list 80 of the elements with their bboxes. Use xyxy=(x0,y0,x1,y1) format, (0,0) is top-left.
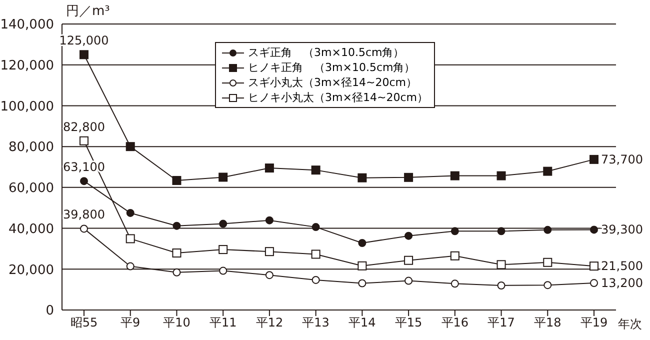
point xyxy=(80,224,88,233)
point xyxy=(264,247,274,256)
point xyxy=(264,164,274,173)
point xyxy=(450,280,459,288)
y-axis-title: 円／m³ xyxy=(66,3,110,20)
x-tick-label: 平15 xyxy=(394,316,422,330)
point xyxy=(311,250,320,259)
y-tick-label: 140,000 xyxy=(0,18,54,33)
y-tick-label: 20,000 xyxy=(8,262,54,278)
data-label: 39,800 xyxy=(63,208,105,222)
point xyxy=(358,261,367,270)
data-label: 13,200 xyxy=(601,276,643,290)
x-tick-label: 平17 xyxy=(488,316,515,330)
point xyxy=(265,216,274,224)
legend-label: ヒノキ小丸太（3m×径14~20cm） xyxy=(248,90,428,105)
point xyxy=(404,232,413,240)
point xyxy=(590,154,598,164)
point xyxy=(172,268,181,276)
point xyxy=(450,171,460,180)
x-tick-label: 平14 xyxy=(348,316,376,330)
point xyxy=(172,176,182,185)
point xyxy=(219,266,228,275)
point xyxy=(358,279,366,288)
data-label: 82,800 xyxy=(63,120,105,134)
point xyxy=(404,256,414,265)
x-tick-label: 平16 xyxy=(441,316,469,330)
legend-label: ヒノキ正角 （3m×10.5cm角） xyxy=(248,60,416,75)
point xyxy=(358,238,366,247)
data-label: 73,700 xyxy=(601,152,643,166)
x-tick-label: 平11 xyxy=(209,316,237,330)
x-tick-label: 平9 xyxy=(120,316,140,330)
point xyxy=(126,234,135,244)
point xyxy=(497,281,506,290)
point xyxy=(126,262,134,270)
x-tick-label: 平10 xyxy=(163,316,190,330)
point xyxy=(80,136,88,146)
y-tick-label: 120,000 xyxy=(0,58,54,74)
point xyxy=(80,50,88,60)
point xyxy=(218,172,228,182)
point xyxy=(497,227,506,236)
point xyxy=(358,173,367,182)
point xyxy=(172,248,182,258)
x-tick-label: 平19 xyxy=(580,316,608,330)
point xyxy=(450,227,459,236)
point xyxy=(543,258,552,267)
point xyxy=(172,222,181,230)
legend-label: スギ正角 （3m×10.5cm角） xyxy=(248,45,404,60)
legend-label: スギ小丸太（3m×径14~20cm） xyxy=(248,75,417,90)
x-tick-label: 平18 xyxy=(534,316,562,330)
point xyxy=(404,276,413,285)
point xyxy=(312,223,320,232)
point xyxy=(312,276,320,284)
data-label: 21,500 xyxy=(601,259,643,274)
point xyxy=(450,251,460,260)
point xyxy=(496,260,506,270)
x-tick-label: 平12 xyxy=(256,316,284,330)
point xyxy=(543,166,552,176)
point xyxy=(311,166,320,175)
point xyxy=(218,245,228,254)
data-label: 39,300 xyxy=(601,222,643,237)
point xyxy=(126,142,135,152)
point xyxy=(590,279,598,288)
y-tick-label: 40,000 xyxy=(8,222,54,237)
x-tick-label: 昭55 xyxy=(70,316,98,330)
point xyxy=(404,172,414,182)
y-tick-label: 100,000 xyxy=(0,99,54,114)
point xyxy=(265,271,274,280)
point xyxy=(544,281,552,290)
y-tick-label: 80,000 xyxy=(8,140,54,156)
point xyxy=(590,226,598,234)
point xyxy=(80,177,88,186)
point xyxy=(126,208,134,217)
x-axis-title: 年次 xyxy=(618,316,642,333)
point xyxy=(544,226,552,234)
y-tick-label: 0 xyxy=(46,304,54,319)
point xyxy=(219,220,228,228)
point xyxy=(496,171,506,180)
x-tick-label: 平13 xyxy=(302,316,330,330)
point xyxy=(590,262,598,271)
y-tick-label: 60,000 xyxy=(8,181,54,196)
